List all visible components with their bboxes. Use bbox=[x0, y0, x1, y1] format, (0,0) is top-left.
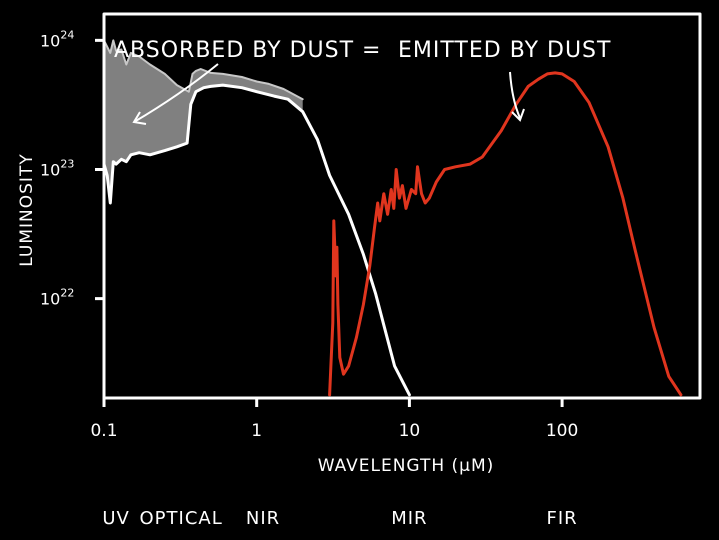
x-tick-label: 0.1 bbox=[90, 421, 117, 441]
x-axis-label: WAVELENGTH (μM) bbox=[318, 456, 495, 476]
band-label-uv: UV bbox=[102, 508, 130, 529]
x-tick-label: 100 bbox=[546, 421, 578, 441]
y-axis-label: LUMINOSITY bbox=[17, 153, 37, 266]
annotation-absorbed-arrow bbox=[133, 63, 219, 123]
annotation-absorbed-arrowhead bbox=[132, 111, 147, 125]
band-label-nir: NIR bbox=[246, 508, 280, 529]
series-stellar-line bbox=[102, 83, 411, 397]
series-intrinsic-line bbox=[103, 39, 304, 101]
x-tick-label: 10 bbox=[399, 421, 421, 441]
band-label-mir: MIR bbox=[391, 508, 427, 529]
plot-frame bbox=[102, 12, 702, 400]
band-label-fir: FIR bbox=[547, 508, 578, 529]
x-tick-label: 1 bbox=[251, 421, 262, 441]
annotation-emitted: EMITTED BY DUST bbox=[398, 38, 611, 63]
series-dust-line bbox=[328, 71, 683, 397]
annotation-emitted-arrow bbox=[509, 71, 521, 119]
annotation-absorbed: ABSORBED BY DUST = bbox=[114, 38, 381, 63]
annotation-emitted-arrowhead bbox=[511, 108, 525, 122]
band-label-optical: OPTICAL bbox=[140, 508, 223, 529]
